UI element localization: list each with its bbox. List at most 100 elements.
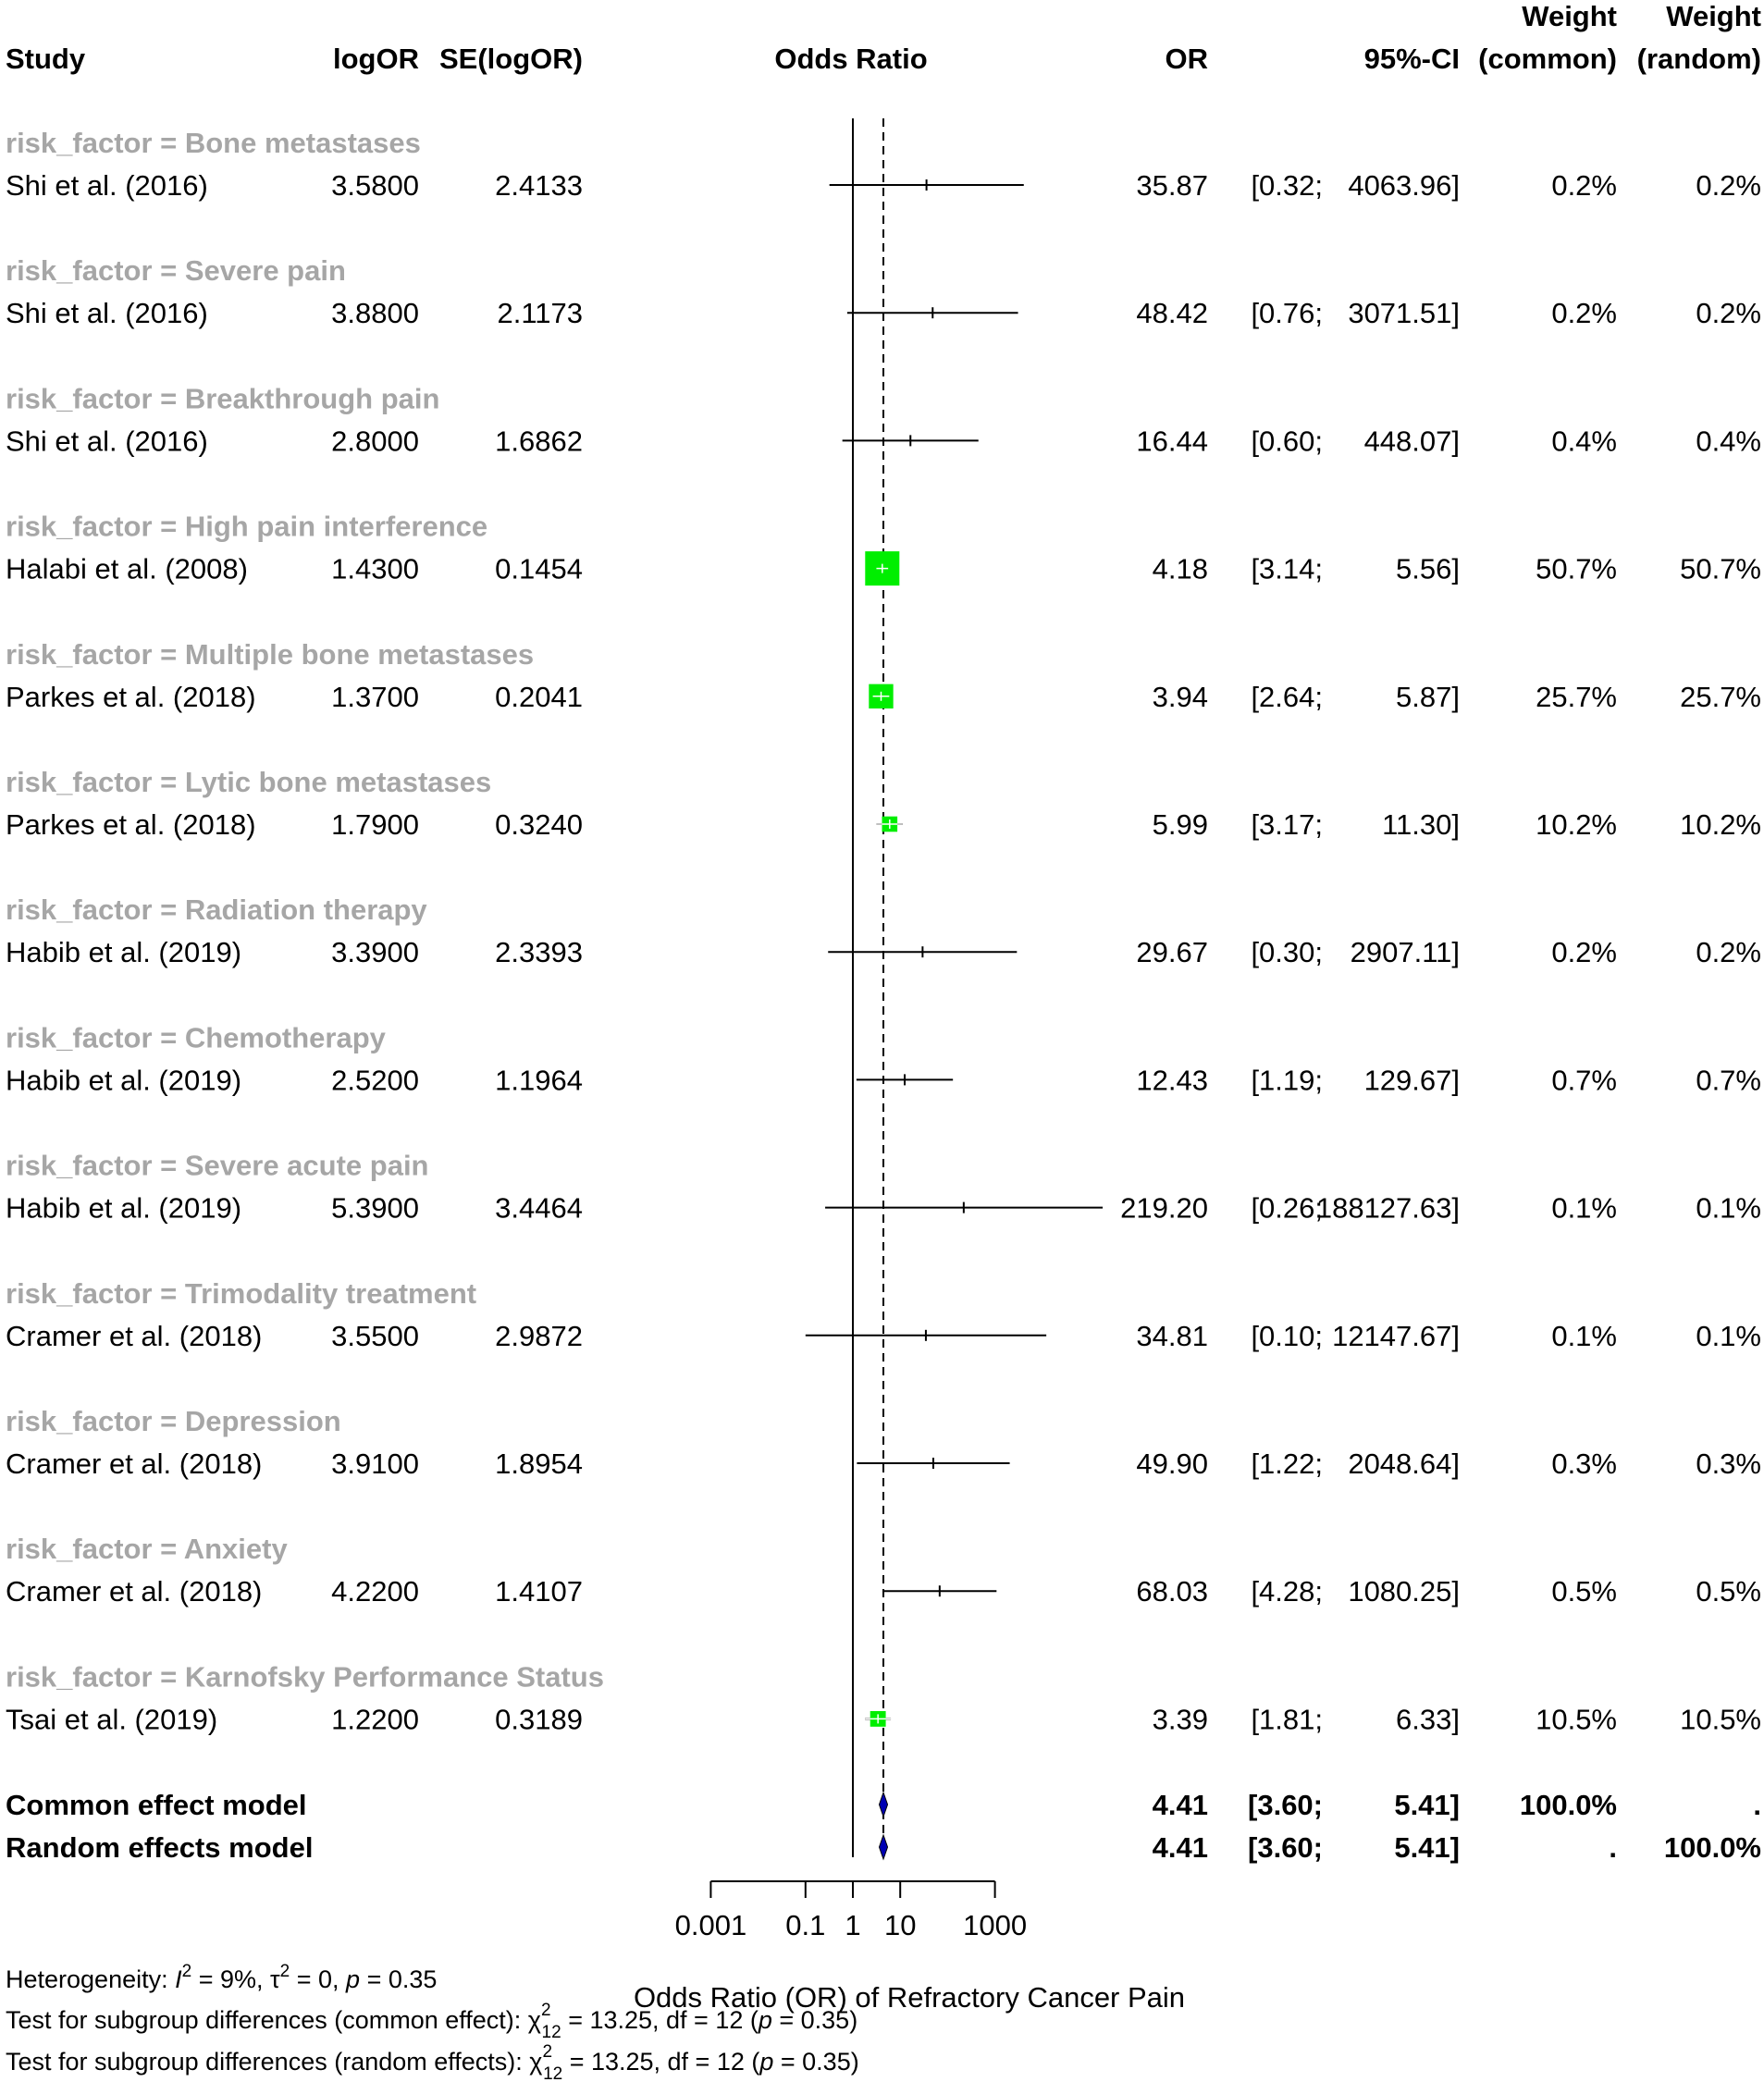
logor-value: 5.3900 [331, 1192, 419, 1225]
se-value: 0.3189 [495, 1703, 583, 1735]
se-value: 2.1173 [497, 297, 583, 329]
weight-common-value: 0.1% [1551, 1192, 1617, 1225]
x-axis-label: Odds Ratio (OR) of Refractory Cancer Pai… [634, 1981, 1185, 2014]
subgroup-13: risk_factor = Karnofsky Performance Stat… [6, 1660, 1761, 1735]
ci-lower-value: [0.76; [1251, 297, 1323, 329]
or-value: 3.39 [1153, 1703, 1208, 1735]
ci-lower-value: [0.10; [1251, 1320, 1323, 1352]
ci-lower-value: [3.14; [1251, 553, 1323, 585]
logor-value: 4.2200 [331, 1575, 419, 1608]
subgroup-label: risk_factor = Chemotherapy [6, 1021, 387, 1053]
ci-lower-value: [4.28; [1251, 1575, 1323, 1608]
header-weight-common-2: (common) [1478, 43, 1617, 75]
weight-random-value: 25.7% [1680, 681, 1761, 713]
weight-random-value: 50.7% [1680, 553, 1761, 585]
subgroup-label: risk_factor = Anxiety [6, 1533, 288, 1565]
or-value: 48.42 [1136, 297, 1208, 329]
subgroup-8: risk_factor = Chemotherapy Habib et al. (… [6, 1021, 1761, 1096]
weight-random-value: 0.7% [1696, 1064, 1761, 1096]
ci-lower-value: [2.64; [1251, 681, 1323, 713]
header-weight-random-2: (random) [1637, 43, 1761, 75]
logor-value: 3.5800 [331, 169, 419, 202]
header-or: OR [1166, 43, 1209, 75]
se-value: 0.2041 [495, 681, 583, 713]
pooled-weight-common-value: . [1609, 1831, 1617, 1864]
weight-random-value: 0.4% [1696, 425, 1761, 457]
footer-stats: Heterogeneity: I2 = 9%, τ2 = 0, p = 0.35… [6, 1962, 859, 2082]
weight-common-value: 0.5% [1551, 1575, 1617, 1608]
weight-common-value: 0.3% [1551, 1448, 1617, 1480]
ci-upper-value: 2907.11] [1351, 936, 1460, 968]
x-tick-label: 1 [845, 1909, 860, 1941]
study-name: Cramer et al. (2018) [6, 1448, 262, 1480]
x-tick-label: 0.001 [675, 1909, 747, 1941]
heterogeneity-line: Heterogeneity: I2 = 9%, τ2 = 0, p = 0.35 [6, 1962, 437, 1993]
se-value: 1.1964 [495, 1064, 583, 1096]
study-name: Shi et al. (2016) [6, 425, 208, 457]
pooled-diamond [878, 1791, 889, 1818]
subgroup-6: risk_factor = Lytic bone metastases Parke… [6, 766, 1761, 841]
study-name: Parkes et al. (2018) [6, 681, 256, 713]
weight-random-value: 0.1% [1696, 1192, 1761, 1225]
logor-value: 2.5200 [331, 1064, 419, 1096]
logor-value: 3.9100 [331, 1448, 419, 1480]
x-axis: 0.001 0.1 1 10 1000 [675, 1880, 1027, 1941]
subgroup-label: risk_factor = Breakthrough pain [6, 382, 439, 414]
subgroup-5: risk_factor = Multiple bone metastases Pa… [6, 638, 1761, 713]
logor-value: 3.5500 [331, 1320, 419, 1352]
weight-random-value: 0.2% [1696, 169, 1761, 202]
pooled-weight-common-value: 100.0% [1520, 1789, 1617, 1821]
or-value: 49.90 [1136, 1448, 1208, 1480]
study-name: Halabi et al. (2008) [6, 553, 248, 585]
subgroup-test-random: Test for subgroup differences (random ef… [6, 2042, 859, 2082]
logor-value: 3.8800 [331, 297, 419, 329]
weight-common-value: 50.7% [1536, 553, 1617, 585]
subgroup-label: risk_factor = Lytic bone metastases [6, 766, 491, 798]
subgroup-9: risk_factor = Severe acute pain Habib et … [6, 1150, 1761, 1225]
pooled-weight-random-value: . [1753, 1789, 1761, 1821]
weight-common-value: 0.2% [1551, 169, 1617, 202]
subgroup-test-common: Test for subgroup differences (common ef… [6, 2001, 857, 2042]
random-effects-row: Random effects model 4.41 [3.60; 5.41]. 100.… [6, 1831, 1761, 1864]
se-value: 3.4464 [495, 1192, 583, 1225]
header-weight-random-1: Weight [1666, 0, 1761, 32]
se-value: 2.9872 [495, 1320, 583, 1352]
subgroup-label: risk_factor = Severe acute pain [6, 1150, 429, 1182]
se-value: 1.4107 [495, 1575, 583, 1608]
or-value: 29.67 [1136, 936, 1208, 968]
ci-upper-value: 3071.51] [1348, 297, 1460, 329]
study-name: Tsai et al. (2019) [6, 1703, 217, 1735]
subgroup-7: risk_factor = Radiation therapy Habib et … [6, 893, 1761, 968]
weight-random-value: 0.2% [1696, 297, 1761, 329]
logor-value: 1.2200 [331, 1703, 419, 1735]
ci-upper-value: 129.67] [1364, 1064, 1460, 1096]
or-value: 68.03 [1136, 1575, 1208, 1608]
or-value: 5.99 [1153, 808, 1208, 841]
weight-random-value: 0.3% [1696, 1448, 1761, 1480]
ci-upper-value: 5.56] [1396, 553, 1460, 585]
pooled-model-label: Common effect model [6, 1789, 307, 1821]
se-value: 2.4133 [495, 169, 583, 202]
header-ci: 95%-CI [1364, 43, 1460, 75]
or-value: 12.43 [1136, 1064, 1208, 1096]
ci-upper-value: 4063.96] [1348, 169, 1460, 202]
or-value: 16.44 [1136, 425, 1208, 457]
ci-upper-value: 448.07] [1364, 425, 1460, 457]
ci-upper-value: 1080.25] [1348, 1575, 1460, 1608]
ci-upper-value: 5.87] [1396, 681, 1460, 713]
ci-lower-value: [1.19; [1251, 1064, 1323, 1096]
weight-common-value: 10.5% [1536, 1703, 1617, 1735]
weight-random-value: 0.1% [1696, 1320, 1761, 1352]
pooled-ci-upper-value: 5.41] [1394, 1831, 1460, 1864]
ci-lower-value: [0.32; [1251, 169, 1323, 202]
se-value: 1.8954 [495, 1448, 583, 1480]
logor-value: 1.7900 [331, 808, 419, 841]
weight-common-value: 0.2% [1551, 936, 1617, 968]
ci-lower-value: [1.81; [1251, 1703, 1323, 1735]
header-study: Study [6, 43, 86, 75]
pooled-diamond [878, 1833, 889, 1861]
header-se: SE(logOR) [439, 43, 583, 75]
subgroup-label: risk_factor = Multiple bone metastases [6, 638, 534, 671]
header: Study logOR SE(logOR) Odds Ratio OR 95%-… [6, 0, 1761, 75]
